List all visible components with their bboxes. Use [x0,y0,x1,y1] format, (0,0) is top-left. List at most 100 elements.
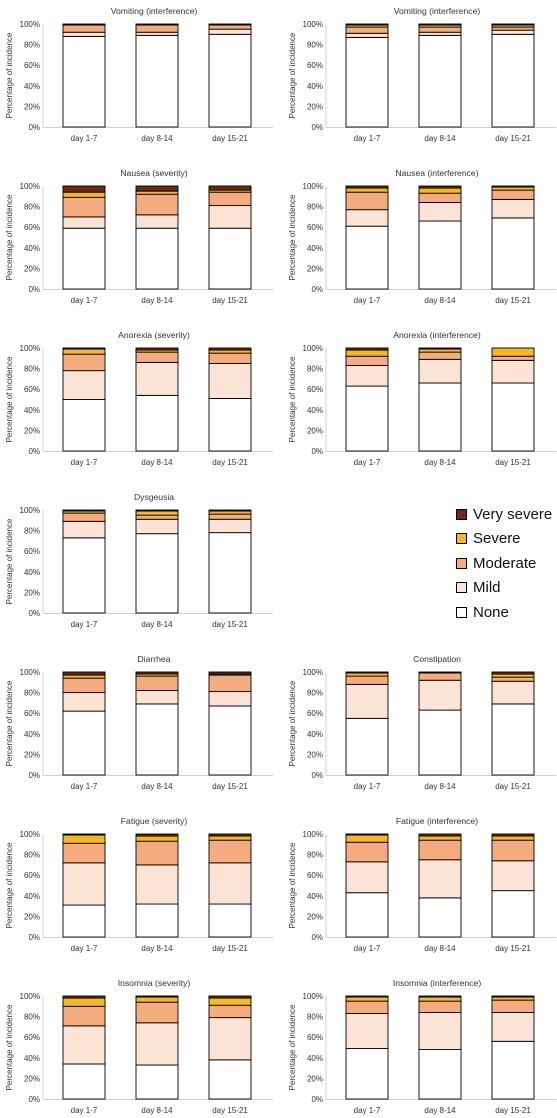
bar-segment-very-severe-day-1-7 [62,509,106,512]
bar-segment-mild-day-15-21 [208,862,252,905]
bar-segment-mild-day-8-14 [135,864,179,905]
bar-segment-severe-day-1-7 [345,187,389,193]
y-tick-label: 100% [20,20,40,29]
x-tick-label: day 8-14 [141,296,173,305]
y-tick-label: 20% [24,426,40,435]
y-tick-label: 0% [28,123,40,132]
bar-segment-severe-day-15-21 [208,349,252,354]
y-tick-label: 80% [307,851,323,860]
y-tick-label: 40% [307,892,323,901]
x-tick-label: day 15-21 [212,782,248,791]
y-tick-label: 40% [24,1054,40,1063]
bar-segment-mild-day-15-21 [491,198,535,219]
chart-title: Fatigue (interference) [396,816,478,826]
bar-segment-none-day-8-14 [135,533,179,614]
x-tick-label: day 15-21 [212,296,248,305]
bar-segment-severe-day-8-14 [418,348,462,353]
bar-segment-very-severe-day-15-21 [491,23,535,26]
bar-segment-none-day-15-21 [208,903,252,938]
y-tick-label: 100% [303,344,323,353]
bar-segment-mild-day-8-14 [135,361,179,396]
bar-segment-severe-day-1-7 [345,996,389,1002]
chart-panel-anorexia-interference-5: Anorexia (interference) Percentage of inc… [288,330,556,467]
bar-segment-none-day-15-21 [208,705,252,776]
bar-segment-none-day-15-21 [208,227,252,290]
y-tick-label: 0% [311,447,323,456]
x-tick-label: day 15-21 [495,1106,531,1115]
bar-segment-none-day-1-7 [345,1048,389,1100]
y-tick-label: 100% [20,182,40,191]
y-tick-label: 40% [24,406,40,415]
chart-panel-fatigue-interference-10: Fatigue (interference) Percentage of inci… [288,816,556,953]
y-tick-label: 20% [307,102,323,111]
bar-segment-severe-day-1-7 [62,834,106,844]
x-tick-label: day 8-14 [141,620,173,629]
bar-segment-very-severe-day-8-14 [135,833,179,837]
y-tick-label: 60% [24,61,40,70]
bar-segment-very-severe-day-15-21 [208,509,252,512]
bar-segment-severe-day-15-21 [491,347,535,357]
y-tick-label: 100% [303,20,323,29]
x-tick-label: day 1-7 [354,134,381,143]
bar-segment-severe-day-1-7 [62,674,106,679]
y-tick-label: 40% [307,730,323,739]
bar-segment-very-severe-day-15-21 [491,671,535,675]
y-tick-label: 80% [24,365,40,374]
bar-segment-moderate-day-15-21 [208,352,252,364]
chart-panel-dysgeusia-6: Dysgeusia Percentage of incidence 0% 20% 40%… [5,492,273,629]
bar-segment-none-day-15-21 [491,33,535,128]
bar-segment-very-severe-day-1-7 [62,833,106,836]
legend-label-moderate: Moderate [473,554,537,572]
bar-segment-very-severe-day-1-7 [345,995,389,998]
bar-segment-very-severe-day-1-7 [345,185,389,189]
y-tick-label: 40% [307,406,323,415]
y-tick-label: 20% [307,426,323,435]
bar-segment-none-day-8-14 [135,903,179,938]
bar-segment-none-day-15-21 [491,217,535,290]
bar-segment-severe-day-15-21 [491,673,535,678]
bar-segment-none-day-1-7 [345,717,389,776]
bar-segment-mild-day-1-7 [345,861,389,894]
bar-segment-none-day-1-7 [345,892,389,938]
y-tick-label: 100% [20,506,40,515]
chart-panel-fatigue-severity-9: Fatigue (severity) Percentage of incidenc… [5,816,273,953]
y-axis-label: Percentage of incidence [5,356,14,442]
x-tick-label: day 15-21 [212,134,248,143]
y-tick-label: 20% [24,588,40,597]
bar-segment-very-severe-day-15-21 [208,23,252,26]
x-tick-label: day 8-14 [141,458,173,467]
bar-segment-mild-day-8-14 [135,214,179,229]
bar-segment-very-severe-day-15-21 [491,185,535,188]
bar-segment-mild-day-8-14 [418,358,462,384]
bar-segment-severe-day-1-7 [62,997,106,1007]
x-tick-label: day 1-7 [71,134,98,143]
y-tick-label: 100% [20,830,40,839]
bar-segment-mild-day-8-14 [135,690,179,705]
bar-segment-very-severe-day-8-14 [418,347,462,350]
y-tick-label: 100% [20,668,40,677]
bar-segment-none-day-8-14 [418,1049,462,1100]
bar-segment-mild-day-15-21 [208,691,252,707]
y-tick-label: 60% [307,871,323,880]
y-axis-label: Percentage of incidence [288,32,297,118]
chart-panel-constipation-8: Constipation Percentage of incidence 0% 20%… [288,654,556,791]
bar-segment-none-day-15-21 [208,398,252,452]
chart-title: Insomnia (severity) [118,978,191,988]
bar-segment-mild-day-8-14 [135,1022,179,1066]
y-axis-label: Percentage of incidence [5,680,14,766]
legend-swatch-mild [456,582,467,594]
chart-title: Nausea (interference) [395,168,478,178]
chart-title: Fatigue (severity) [121,816,188,826]
bar-segment-very-severe-day-8-14 [135,671,179,675]
bar-segment-severe-day-1-7 [62,191,106,198]
bar-segment-mild-day-8-14 [135,31,179,36]
bar-segment-moderate-day-1-7 [345,675,389,685]
x-tick-label: day 15-21 [212,620,248,629]
y-tick-label: 60% [24,223,40,232]
y-tick-label: 20% [24,750,40,759]
bar-segment-none-day-1-7 [62,35,106,128]
bar-segment-moderate-day-8-14 [418,1000,462,1013]
y-tick-label: 20% [24,912,40,921]
bar-segment-moderate-day-8-14 [418,192,462,203]
